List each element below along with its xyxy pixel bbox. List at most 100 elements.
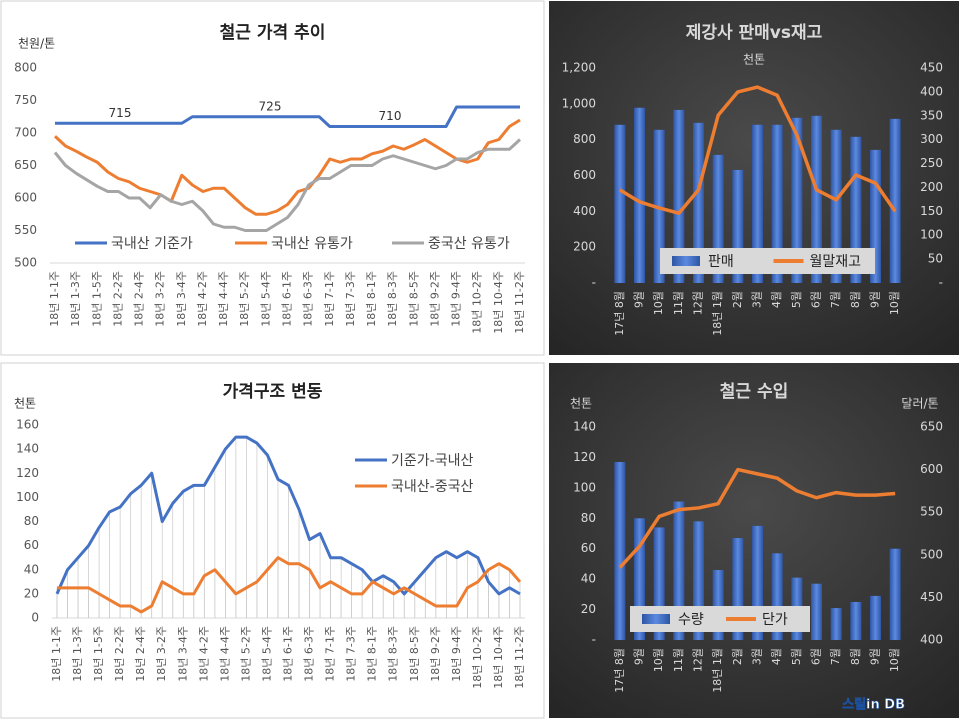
x-tick-label: 9월	[869, 291, 882, 308]
y-tick-label: 550	[14, 223, 37, 237]
y-axis-label: 천톤	[14, 396, 36, 411]
y2-tick-label: 300	[920, 132, 943, 146]
x-tick-label: 18년 1-3주	[69, 271, 82, 327]
x-tick-label: 10월	[888, 291, 901, 315]
legend-label: 단가	[762, 612, 788, 628]
x-tick-label: 18년 1-3주	[71, 626, 84, 682]
y-tick-label: 20	[581, 602, 596, 616]
y2-tick-label: 500	[920, 547, 943, 561]
x-tick-label: 18년 7-1주	[324, 626, 337, 682]
x-tick-label: 2월	[731, 648, 744, 665]
x-tick-label: 18년 1-1주	[50, 626, 63, 682]
x-tick-label: 11월	[672, 648, 685, 672]
x-tick-label: 18년 4-2주	[197, 626, 210, 682]
x-tick-label: 18년 8-3주	[387, 626, 400, 682]
chart-title: 철근 수입	[720, 382, 788, 402]
x-tick-label: 18년 9-2주	[428, 271, 441, 327]
x-tick-label: 18년 9-4주	[450, 626, 463, 682]
legend-swatch	[672, 256, 700, 266]
bar	[712, 570, 724, 640]
x-tick-label: 6월	[810, 291, 823, 308]
line-series	[55, 435, 521, 596]
legend-swatch	[642, 614, 670, 624]
y-tick-label: 120	[573, 450, 596, 464]
y2-tick-label: 50	[928, 252, 943, 266]
x-tick-label: 10월	[888, 648, 901, 672]
x-tick-label: 8월	[849, 648, 862, 665]
legend-label: 국내산 유통가	[271, 236, 353, 252]
x-tick-label: 18년 7-3주	[344, 271, 357, 327]
y-tick-label: 60	[24, 538, 39, 552]
x-tick-label: 18년 2-4주	[133, 271, 146, 327]
x-tick-label: 18년 3-2주	[155, 626, 168, 682]
x-tick-label: 6월	[810, 648, 823, 665]
bar	[732, 169, 744, 283]
logo: 스틸in DB	[842, 698, 905, 713]
chart-title: 제강사 판매vs재고	[686, 23, 823, 43]
bar	[653, 527, 665, 640]
y-tick-label: 200	[573, 240, 596, 254]
bar	[771, 124, 783, 283]
legend-label: 국내산-중국산	[391, 479, 473, 495]
line-series	[55, 105, 520, 128]
bar	[889, 548, 901, 640]
annotation: 715	[109, 106, 132, 120]
bar	[869, 149, 882, 283]
x-tick-label: 18년 4-4주	[217, 271, 230, 327]
x-tick-label: 18년 11-2주	[513, 626, 526, 689]
x-tick-label: 18년 8-5주	[408, 626, 421, 682]
legend-label: 기준가-국내산	[391, 453, 473, 469]
x-tick-label: 18년 10-2주	[471, 271, 484, 334]
x-tick-label: 18년 1월	[711, 648, 724, 693]
x-tick-label: 18년 1-5주	[92, 626, 105, 682]
legend-label: 중국산 유통가	[428, 236, 510, 252]
x-tick-label: 18년 5-4주	[259, 271, 272, 327]
x-tick-label: 18년 6-1주	[281, 271, 294, 327]
bar	[614, 461, 626, 640]
y2-tick-label: -	[939, 276, 943, 290]
y-tick-label: 100	[573, 480, 596, 494]
x-tick-label: 11월	[672, 291, 685, 315]
x-tick-label: 10월	[652, 648, 665, 672]
annotation: 710	[379, 109, 402, 123]
x-tick-label: 18년 10-4주	[492, 271, 505, 334]
bar	[692, 521, 705, 640]
x-tick-label: 4월	[770, 648, 783, 665]
x-tick-label: 18년 5-4주	[260, 626, 273, 682]
x-tick-label: 18년 7-1주	[323, 271, 336, 327]
x-tick-label: 8월	[849, 291, 862, 308]
x-tick-label: 17년 8월	[613, 648, 626, 693]
annotation: 725	[259, 99, 282, 113]
bar	[869, 595, 882, 640]
x-tick-label: 18년 2-2주	[113, 626, 126, 682]
bar	[810, 583, 823, 640]
y2-tick-label: 650	[920, 420, 943, 434]
x-tick-label: 18년 6-3주	[302, 271, 315, 327]
bar	[673, 501, 685, 640]
y2-tick-label: 550	[920, 505, 943, 519]
chart-title: 가격구조 변동	[223, 382, 323, 402]
bar	[850, 601, 862, 640]
bar	[889, 118, 901, 283]
bar	[791, 117, 803, 283]
y-tick-label: 800	[14, 61, 37, 75]
x-tick-label: 12월	[692, 291, 705, 315]
x-tick-label: 18년 8-1주	[366, 626, 379, 682]
bar	[633, 107, 646, 284]
bar	[810, 115, 823, 284]
y-axis-label: 천톤	[570, 396, 592, 411]
y-tick-label: 40	[581, 572, 596, 586]
x-tick-label: 18년 1-5주	[90, 271, 103, 327]
bar	[830, 608, 842, 640]
x-tick-label: 18년 3-2주	[154, 271, 167, 327]
y-tick-label: 700	[14, 126, 37, 140]
x-tick-label: 18년 1월	[711, 291, 724, 336]
y2-tick-label: 150	[920, 204, 943, 218]
y-tick-label: 60	[581, 541, 596, 555]
y2-tick-label: 400	[920, 633, 943, 647]
y-tick-label: 600	[573, 168, 596, 182]
x-tick-label: 18년 1-1주	[48, 271, 61, 327]
x-tick-label: 18년 9-4주	[450, 271, 463, 327]
x-tick-label: 18년 3-4주	[176, 626, 189, 682]
